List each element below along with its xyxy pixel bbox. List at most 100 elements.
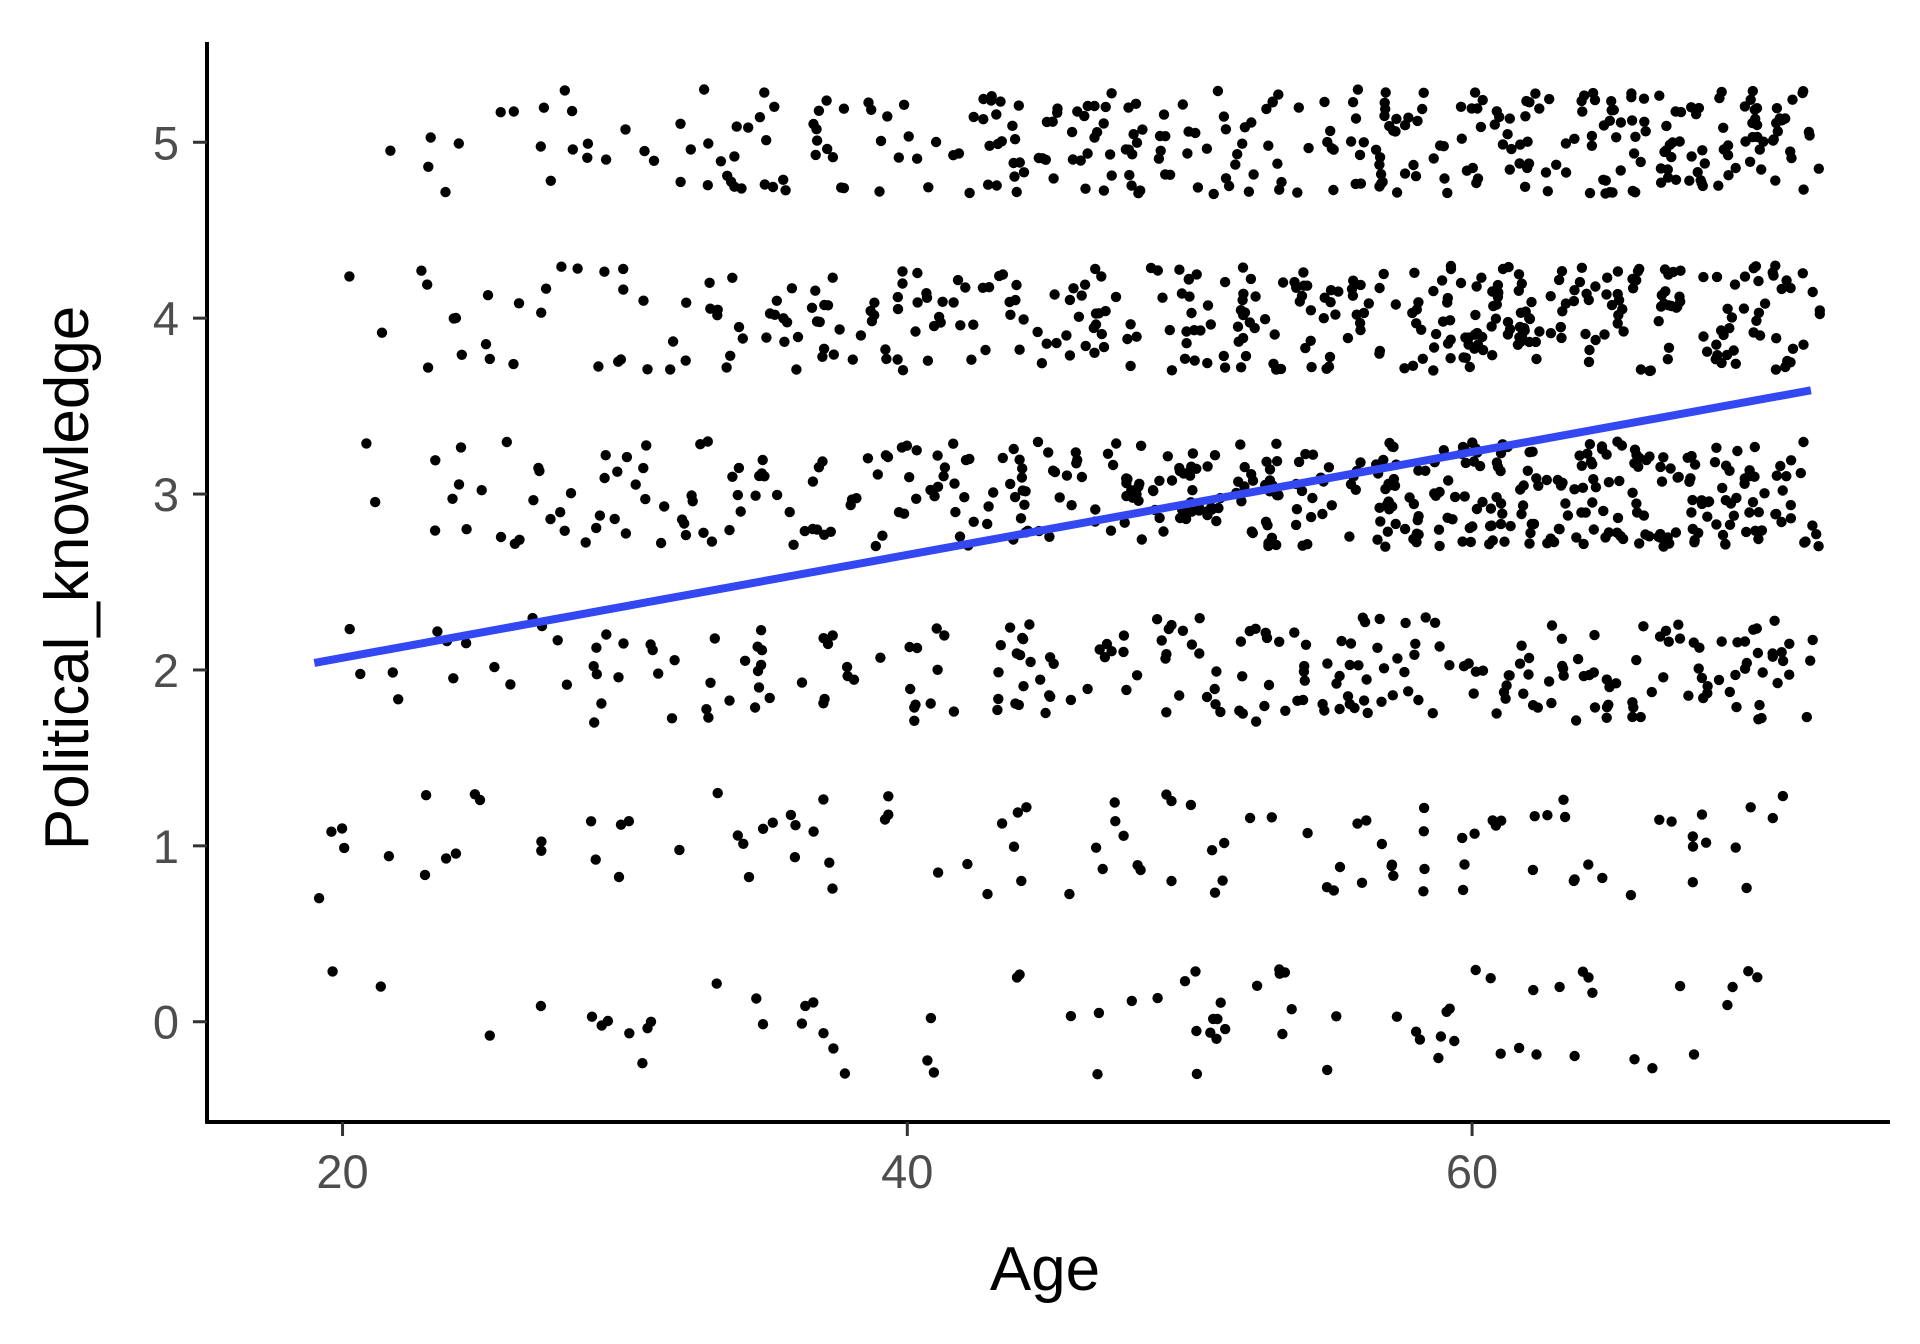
scatter-point [630, 479, 641, 490]
scatter-point [1718, 122, 1729, 133]
scatter-point [1771, 470, 1783, 481]
scatter-point [1040, 707, 1051, 719]
scatter-point [1267, 96, 1278, 107]
scatter-point [703, 712, 714, 723]
scatter-point [1412, 515, 1423, 526]
scatter-point [953, 148, 965, 159]
scatter-point [1662, 354, 1674, 365]
scatter-point [1675, 106, 1687, 118]
scatter-point [1754, 699, 1765, 711]
scatter-point [1756, 164, 1767, 175]
scatter-point [925, 698, 936, 709]
scatter-point [1300, 448, 1311, 460]
scatter-point [339, 842, 350, 854]
scatter-point [1587, 459, 1598, 470]
scatter-point [1658, 452, 1669, 463]
scatter-point [1767, 648, 1778, 659]
scatter-point [1639, 116, 1650, 128]
scatter-point [495, 531, 507, 543]
scatter-point [1459, 491, 1470, 502]
scatter-point [1552, 474, 1564, 486]
scatter-point [757, 823, 769, 834]
scatter-point [1459, 859, 1470, 870]
scatter-point [1290, 519, 1302, 531]
scatter-point [808, 118, 819, 130]
scatter-point [1202, 357, 1213, 369]
scatter-point [1524, 447, 1535, 458]
scatter-point [1588, 667, 1600, 678]
scatter-point [1759, 488, 1770, 499]
scatter-point [1531, 473, 1542, 484]
scatter-point [1391, 1011, 1403, 1022]
scatter-point [1430, 490, 1442, 501]
scatter-point [925, 484, 936, 496]
scatter-point [1061, 330, 1072, 341]
scatter-point [1776, 283, 1787, 295]
scatter-point [807, 523, 818, 535]
scatter-point [1798, 436, 1809, 448]
scatter-point [1306, 361, 1317, 373]
scatter-point [743, 122, 754, 133]
scatter-point [996, 818, 1008, 829]
scatter-point [698, 527, 709, 538]
scatter-point [1631, 275, 1642, 286]
scatter-point [1474, 460, 1486, 472]
scatter-point [501, 436, 512, 448]
scatter-point [1795, 467, 1807, 479]
scatter-point [1580, 328, 1591, 340]
scatter-point [749, 702, 761, 713]
scatter-point [964, 187, 975, 199]
scatter-point [1655, 301, 1667, 312]
scatter-point [1109, 797, 1120, 808]
scatter-point [931, 623, 942, 634]
scatter-point [1164, 169, 1176, 180]
scatter-point [1264, 475, 1276, 486]
scatter-point [879, 814, 891, 825]
scatter-point [1502, 329, 1514, 340]
scatter-point [743, 871, 755, 883]
scatter-point [1359, 616, 1371, 628]
scatter-point [1663, 342, 1675, 353]
scatter-point [430, 455, 441, 466]
scatter-point [450, 848, 462, 859]
scatter-point [1687, 494, 1698, 506]
scatter-point [729, 151, 740, 162]
scatter-point [1186, 506, 1197, 517]
scatter-point [1260, 627, 1271, 638]
scatter-point [819, 529, 830, 540]
scatter-point [1280, 705, 1291, 716]
scatter-point [680, 529, 692, 541]
scatter-point [505, 679, 516, 690]
scatter-point [1697, 145, 1708, 156]
scatter-point [1211, 1033, 1222, 1045]
scatter-point [1096, 271, 1107, 282]
scatter-point [1768, 270, 1779, 281]
scatter-point [1079, 279, 1091, 290]
scatter-point [1166, 875, 1177, 887]
scatter-point [1560, 498, 1571, 509]
scatter-point [1082, 683, 1093, 695]
scatter-point [686, 490, 697, 501]
scatter-point [447, 493, 458, 504]
scatter-point [1654, 814, 1665, 825]
scatter-point [1289, 627, 1300, 638]
scatter-point [1744, 507, 1755, 518]
scatter-point [1727, 981, 1738, 993]
scatter-point [659, 501, 670, 512]
scatter-point [1569, 484, 1580, 495]
scatter-point [613, 871, 625, 883]
y-tick-label: 2 [153, 644, 179, 697]
scatter-point [817, 351, 828, 362]
scatter-point [1250, 291, 1261, 302]
scatter-point [1018, 634, 1029, 645]
scatter-point [1656, 290, 1668, 301]
scatter-point [771, 489, 783, 501]
scatter-point [1177, 99, 1189, 110]
scatter-point [838, 182, 850, 194]
scatter-point [667, 336, 679, 347]
scatter-point [731, 121, 742, 132]
scatter-point [1399, 120, 1411, 131]
scatter-point [1571, 532, 1582, 543]
scatter-point [1191, 1025, 1202, 1037]
scatter-point [705, 677, 716, 688]
